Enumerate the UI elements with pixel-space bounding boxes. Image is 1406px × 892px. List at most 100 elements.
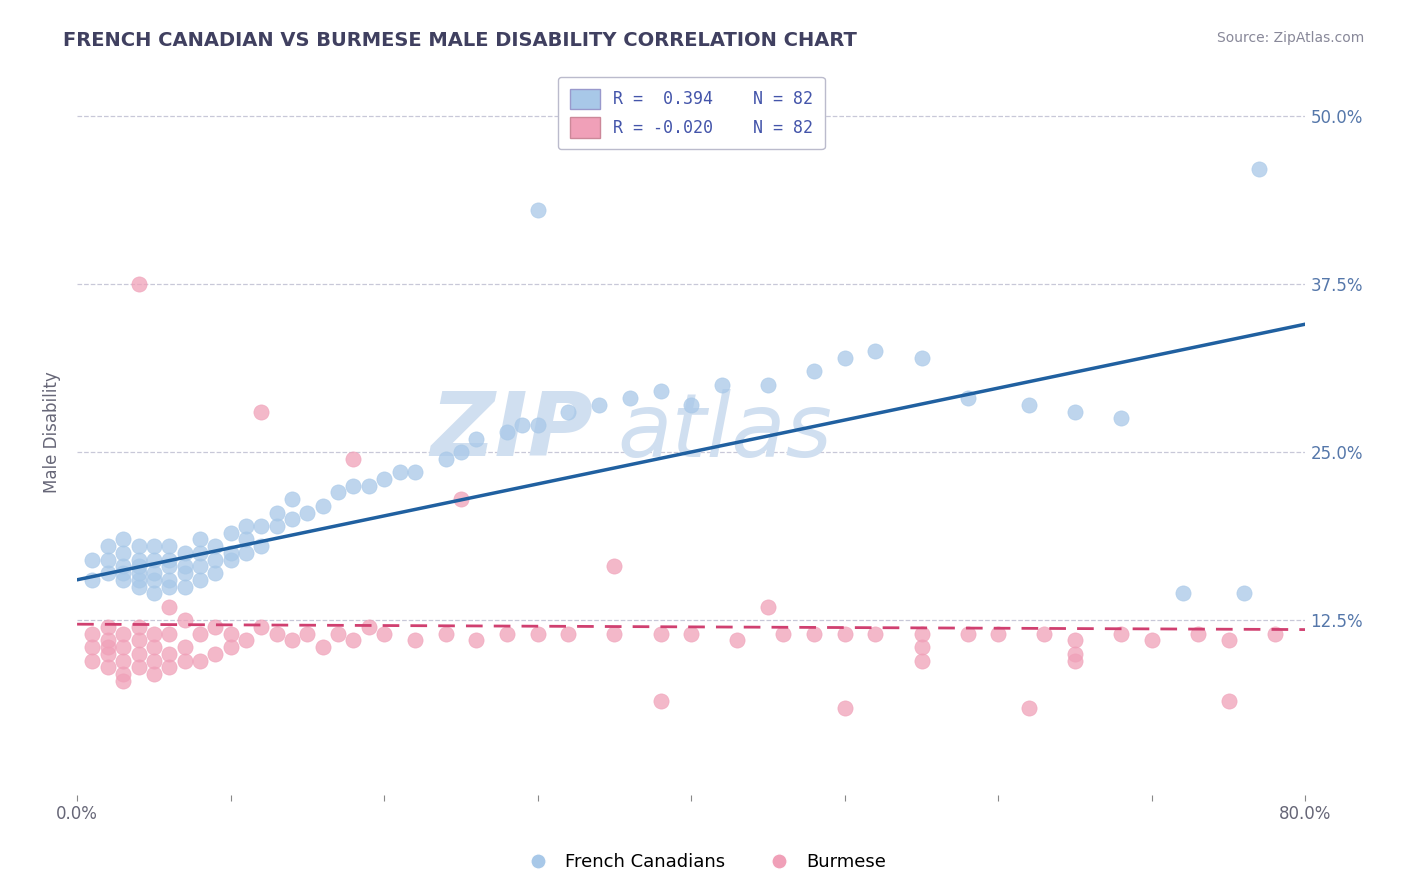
Point	[266, 506, 288, 520]
Point	[987, 626, 1010, 640]
Point	[803, 364, 825, 378]
Point	[1064, 633, 1087, 648]
Point	[281, 512, 304, 526]
Point	[1140, 633, 1163, 648]
Point	[112, 667, 135, 681]
Point	[112, 546, 135, 560]
Point	[388, 465, 411, 479]
Point	[173, 640, 195, 654]
Point	[97, 552, 120, 566]
Point	[865, 626, 887, 640]
Point	[266, 626, 288, 640]
Point	[803, 626, 825, 640]
Point	[465, 432, 488, 446]
Point	[204, 647, 226, 661]
Point	[526, 418, 548, 433]
Text: ZIP: ZIP	[430, 388, 593, 475]
Point	[650, 694, 672, 708]
Point	[128, 539, 150, 553]
Point	[357, 478, 380, 492]
Point	[1249, 162, 1271, 177]
Point	[173, 566, 195, 580]
Point	[297, 506, 319, 520]
Point	[128, 573, 150, 587]
Point	[112, 566, 135, 580]
Point	[603, 559, 626, 574]
Point	[188, 653, 211, 667]
Point	[219, 546, 242, 560]
Point	[450, 491, 472, 506]
Point	[157, 539, 180, 553]
Point	[204, 539, 226, 553]
Point	[97, 660, 120, 674]
Point	[112, 653, 135, 667]
Point	[142, 552, 165, 566]
Point	[342, 478, 364, 492]
Point	[157, 552, 180, 566]
Point	[250, 404, 273, 418]
Point	[235, 633, 257, 648]
Point	[1264, 626, 1286, 640]
Point	[496, 425, 519, 439]
Point	[434, 451, 457, 466]
Point	[772, 626, 794, 640]
Point	[97, 640, 120, 654]
Point	[128, 660, 150, 674]
Point	[1187, 626, 1209, 640]
Point	[450, 445, 472, 459]
Point	[235, 546, 257, 560]
Point	[465, 633, 488, 648]
Point	[157, 559, 180, 574]
Point	[142, 539, 165, 553]
Point	[588, 398, 610, 412]
Point	[82, 653, 104, 667]
Text: Source: ZipAtlas.com: Source: ZipAtlas.com	[1216, 31, 1364, 45]
Point	[142, 640, 165, 654]
Point	[404, 465, 426, 479]
Point	[342, 451, 364, 466]
Point	[1033, 626, 1056, 640]
Point	[650, 626, 672, 640]
Point	[865, 344, 887, 359]
Point	[434, 626, 457, 640]
Point	[326, 485, 349, 500]
Point	[910, 626, 932, 640]
Point	[128, 647, 150, 661]
Point	[281, 491, 304, 506]
Point	[1064, 404, 1087, 418]
Point	[188, 559, 211, 574]
Point	[910, 351, 932, 365]
Point	[112, 640, 135, 654]
Point	[526, 626, 548, 640]
Point	[173, 613, 195, 627]
Point	[157, 599, 180, 614]
Point	[112, 533, 135, 547]
Point	[250, 539, 273, 553]
Point	[404, 633, 426, 648]
Point	[219, 640, 242, 654]
Point	[82, 573, 104, 587]
Point	[173, 653, 195, 667]
Point	[219, 552, 242, 566]
Point	[82, 626, 104, 640]
Point	[157, 647, 180, 661]
Point	[142, 566, 165, 580]
Point	[128, 277, 150, 291]
Point	[157, 626, 180, 640]
Point	[725, 633, 748, 648]
Point	[756, 599, 779, 614]
Point	[910, 653, 932, 667]
Point	[173, 580, 195, 594]
Point	[219, 525, 242, 540]
Point	[97, 539, 120, 553]
Point	[526, 202, 548, 217]
Y-axis label: Male Disability: Male Disability	[44, 371, 60, 492]
Point	[1233, 586, 1256, 600]
Point	[603, 626, 626, 640]
Point	[188, 533, 211, 547]
Point	[1064, 653, 1087, 667]
Point	[128, 559, 150, 574]
Legend: French Canadians, Burmese: French Canadians, Burmese	[513, 847, 893, 879]
Point	[496, 626, 519, 640]
Point	[235, 533, 257, 547]
